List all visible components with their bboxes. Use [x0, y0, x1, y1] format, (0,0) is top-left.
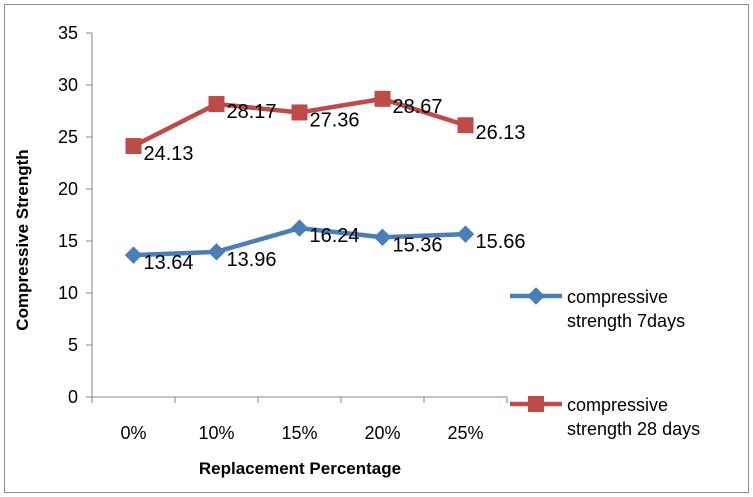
x-axis-title: Replacement Percentage [199, 459, 401, 478]
legend-label: compressive [567, 287, 668, 307]
legend-item-2: compressive strength 28 days [510, 395, 700, 439]
x-tick-label: 10% [198, 423, 234, 443]
data-label: 16.24 [310, 225, 360, 247]
data-point [291, 104, 308, 121]
series-layer [124, 90, 475, 264]
data-point [457, 117, 474, 134]
x-tick-label: 15% [281, 423, 317, 443]
legend-marker [528, 396, 544, 412]
data-point [207, 243, 226, 261]
data-point [373, 228, 392, 246]
legend-item-1: compressive strength 7days [510, 287, 685, 331]
data-point [374, 90, 391, 107]
data-label: 26.13 [476, 122, 526, 144]
data-point [456, 225, 475, 243]
x-tick-label: 0% [120, 423, 146, 443]
data-label: 13.64 [144, 252, 194, 274]
data-label: 28.67 [393, 96, 443, 118]
y-tick-label: 10 [58, 283, 78, 303]
y-axis: 0 5 10 15 20 25 30 35 [58, 23, 93, 407]
x-tick-label: 20% [364, 423, 400, 443]
legend-marker [527, 287, 545, 305]
data-point [124, 246, 143, 264]
chart-frame [4, 4, 749, 493]
series-1 [124, 219, 475, 264]
y-tick-label: 20 [58, 179, 78, 199]
legend-label: strength 28 days [567, 419, 700, 439]
legend-label: compressive [567, 395, 668, 415]
data-label: 27.36 [310, 109, 360, 131]
data-labels: 13.64 13.96 16.24 15.36 15.66 24.13 28.17 27.36… [144, 96, 526, 274]
x-axis: 0% 10% 15% 20% 25% [91, 396, 508, 443]
y-tick-label: 15 [58, 231, 78, 251]
data-point [290, 219, 309, 237]
legend-label: strength 7days [567, 311, 685, 331]
y-axis-title: Compressive Strength [13, 149, 32, 330]
data-point [208, 96, 225, 113]
data-label: 13.96 [227, 249, 277, 271]
y-tick-label: 25 [58, 127, 78, 147]
y-tick-label: 5 [68, 335, 78, 355]
y-tick-label: 30 [58, 75, 78, 95]
data-label: 15.66 [476, 231, 526, 253]
series-2 [125, 90, 474, 155]
data-point [125, 138, 142, 155]
data-label: 28.17 [227, 101, 277, 123]
legend: compressive strength 7days compressive stre… [510, 287, 700, 439]
y-tick-label: 0 [68, 387, 78, 407]
data-label: 15.36 [393, 234, 443, 256]
x-tick-label: 25% [447, 423, 483, 443]
data-label: 24.13 [144, 143, 194, 165]
y-tick-label: 35 [58, 23, 78, 43]
